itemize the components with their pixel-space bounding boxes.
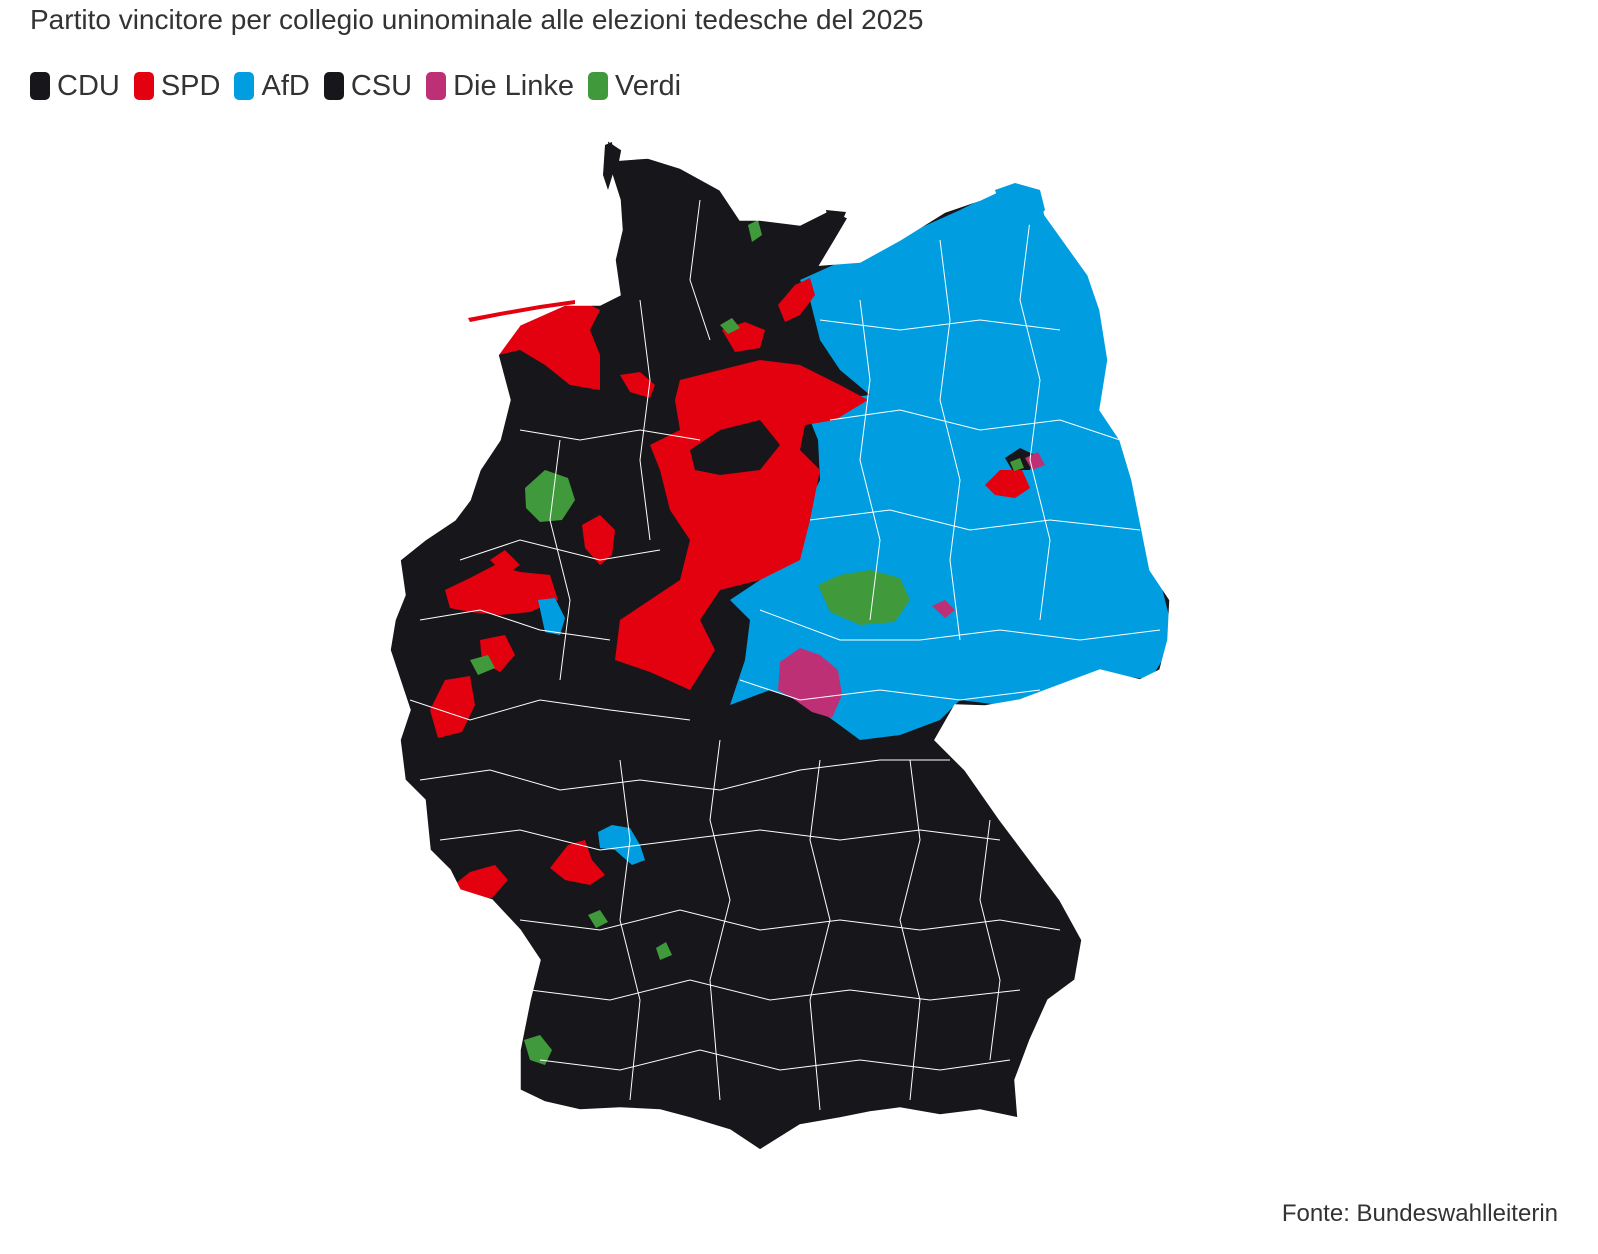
spd-ruhr-region[interactable] (445, 565, 558, 615)
legend-label-cdu: CDU (57, 69, 120, 102)
source-note: Fonte: Bundeswahlleiterin (1281, 1200, 1558, 1227)
legend-label-afd: AfD (261, 69, 310, 102)
verdi-hamburg-region[interactable] (720, 318, 740, 334)
regions-layer (409, 190, 1170, 1111)
spd-bielefeld-region[interactable] (582, 515, 615, 565)
legend-swatch-csu (323, 72, 344, 100)
spd-aachen-region[interactable] (430, 676, 475, 738)
legend-swatch-verdi (587, 72, 608, 100)
germany-constituency-map (389, 139, 1171, 1151)
legend-swatch-spd (133, 72, 154, 100)
legend-item-afd[interactable]: AfD (234, 69, 310, 103)
spd-ruhr-north-region[interactable] (490, 550, 520, 575)
constituency-boundaries (409, 199, 1161, 1111)
legend-swatch-die-linke (426, 72, 447, 100)
verdi-freiburg-region[interactable] (524, 1035, 552, 1065)
spd-central-region[interactable] (615, 360, 868, 690)
legend-item-cdu[interactable]: CDU (30, 70, 120, 103)
linke-leipzig-region[interactable] (932, 600, 955, 618)
verdi-leipzig-region[interactable] (818, 570, 910, 625)
legend-label-verdi: Verdi (614, 69, 682, 102)
chart-title: Partito vincitore per collegio uninomina… (30, 4, 924, 35)
spd-berlin-south-region[interactable] (985, 470, 1030, 498)
island-ruegen[interactable] (995, 183, 1045, 225)
legend-item-verdi[interactable]: Verdi (587, 69, 682, 103)
legend-label-die-linke: Die Linke (453, 69, 574, 102)
verdi-karlsruhe-region[interactable] (588, 910, 608, 928)
legend-item-die-linke[interactable]: Die Linke (426, 70, 574, 103)
verdi-cologne-region[interactable] (470, 655, 495, 675)
legend: CDU SPD AfD CSU Die Linke Verdi (30, 66, 681, 106)
legend-item-spd[interactable]: SPD (133, 69, 221, 103)
legend-swatch-afd (234, 72, 255, 100)
legend-label-csu: CSU (350, 69, 413, 102)
spd-mannheim-region[interactable] (550, 840, 605, 885)
spd-bremerhaven-region[interactable] (620, 372, 655, 398)
verdi-stuttgart-region[interactable] (656, 942, 672, 960)
island-fehmarn (826, 210, 846, 222)
spd-saar-region[interactable] (450, 865, 508, 898)
spd-luebeck-region[interactable] (778, 278, 815, 322)
verdi-muenster-region[interactable] (525, 470, 575, 522)
island-east-frisian[interactable] (468, 300, 575, 322)
legend-swatch-cdu (30, 72, 50, 100)
legend-label-spd: SPD (160, 69, 221, 102)
island-sylt (603, 142, 614, 190)
spd-central-hole (690, 420, 780, 475)
verdi-berlin-region[interactable] (1010, 458, 1024, 471)
legend-item-csu[interactable]: CSU (323, 69, 413, 103)
linke-erfurt-region[interactable] (778, 648, 842, 718)
afd-gelsenkirchen-region[interactable] (538, 598, 565, 635)
afd-kaiserslautern-region[interactable] (598, 825, 645, 865)
verdi-kiel-region[interactable] (748, 220, 762, 242)
